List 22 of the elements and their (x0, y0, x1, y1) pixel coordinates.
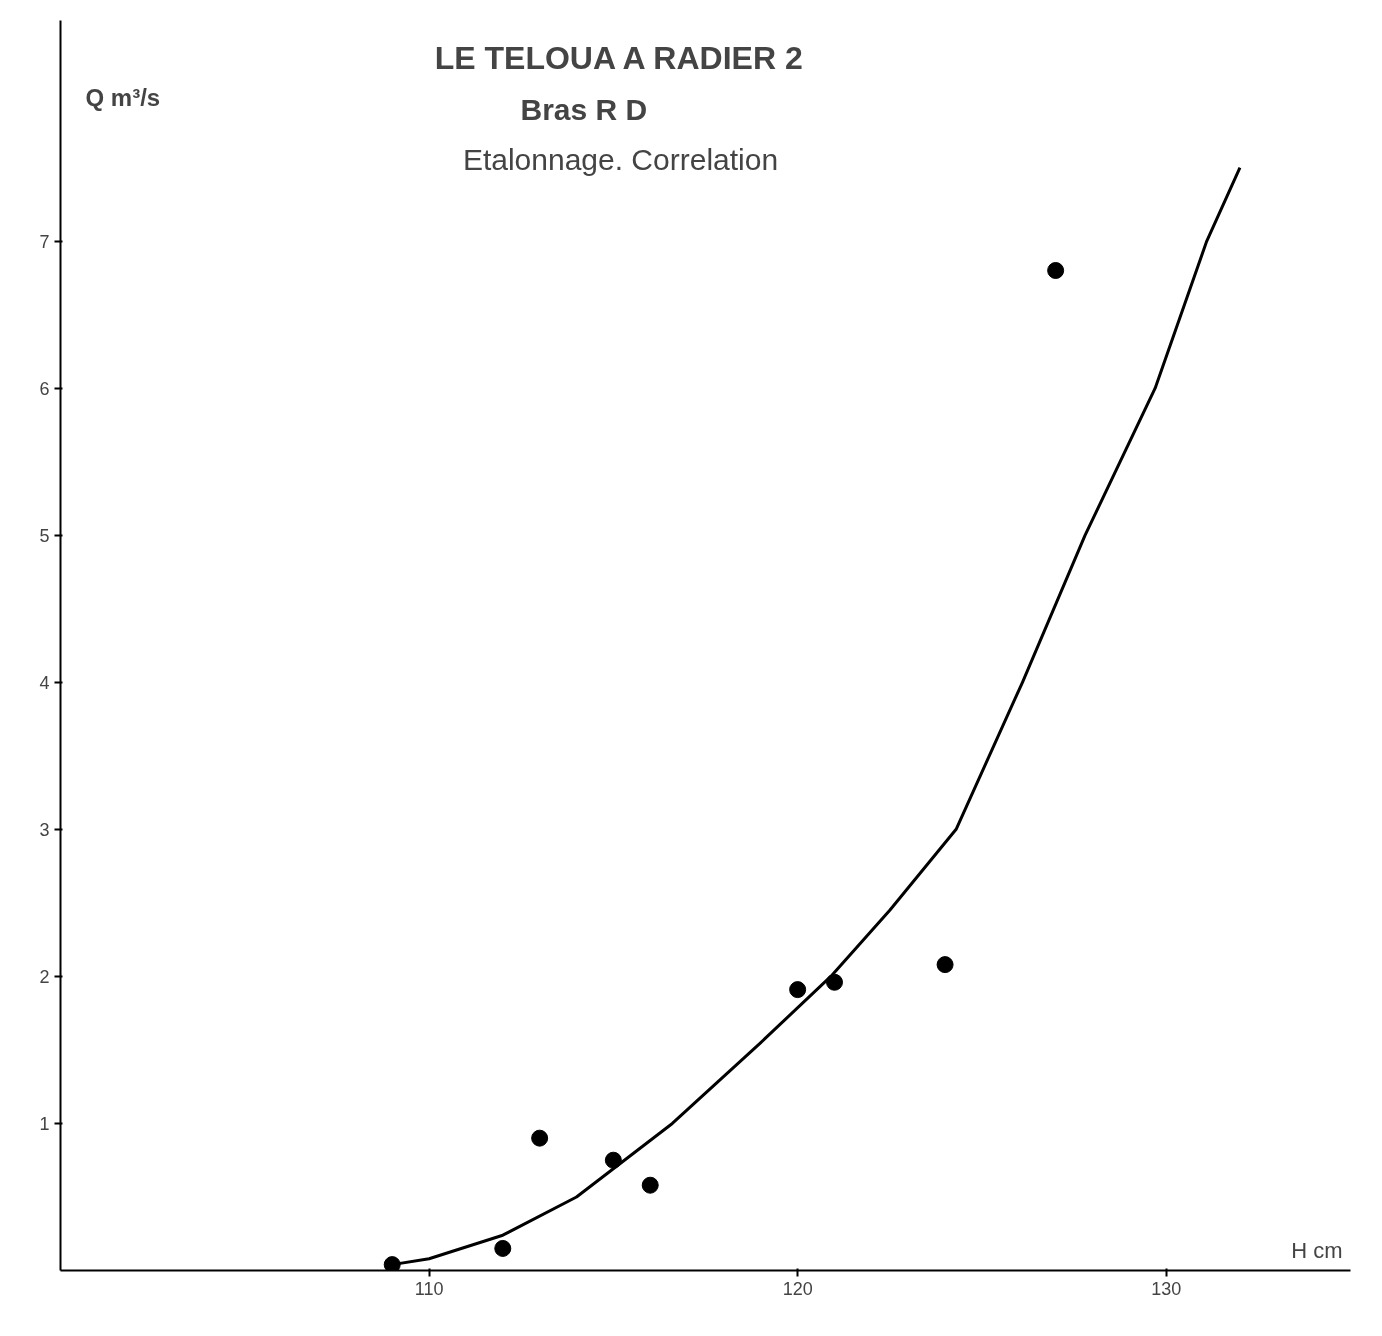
y-tick-label: 2 (39, 966, 50, 987)
y-tick-label: 5 (39, 525, 50, 546)
point (531, 1129, 549, 1147)
y-tick-label: 3 (39, 819, 50, 840)
annotation: Etalonnage. Correlation (462, 142, 779, 176)
point (1047, 262, 1065, 279)
point (936, 956, 954, 974)
y-tick-label: 7 (39, 231, 50, 252)
y-tick-label: 4 (39, 672, 50, 693)
text: Bras R D (520, 92, 648, 126)
point (789, 981, 807, 999)
point (494, 1239, 512, 1257)
text: LE TELOUA A RADIER 2 (434, 39, 803, 76)
x-tick-label: 130 (1151, 1278, 1182, 1299)
x-axis-title: H cm (1291, 1237, 1343, 1263)
x-tick-label: 120 (782, 1278, 813, 1299)
point (641, 1176, 659, 1194)
y-tick-label: 1 (39, 1113, 50, 1134)
y-tick-label: 6 (39, 378, 50, 399)
x-tick-label: 110 (414, 1278, 444, 1299)
y-axis-title: Q m³/s (85, 83, 161, 111)
point (383, 1256, 401, 1271)
